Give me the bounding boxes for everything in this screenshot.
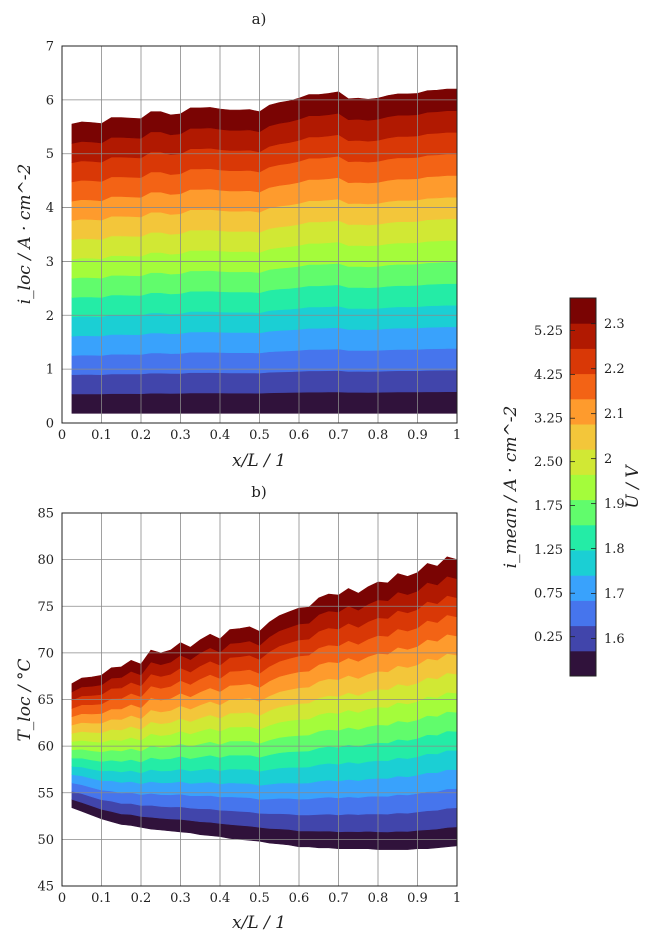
panel-a-band <box>71 391 458 414</box>
panel-a-x-tick-label: 0 <box>58 428 66 443</box>
colorbar-segment <box>570 424 596 450</box>
panel-b-y-ticks: 45 50 55 60 65 70 75 80 85 <box>37 507 54 895</box>
panel-b-contour-fill <box>71 556 458 850</box>
colorbar-left-tick-label: 4.25 <box>534 368 563 383</box>
panel-b-y-tick-label: 60 <box>37 740 54 755</box>
colorbar-right-tick-label: 1.7 <box>604 587 625 602</box>
colorbar-segment <box>570 524 596 551</box>
panel-b-x-tick-label: 0.8 <box>368 891 389 906</box>
colorbar-right-tick-label: 1.6 <box>604 632 625 647</box>
colorbar-segment <box>570 550 596 576</box>
panel-b: b) 0 0.1 0.2 0.3 0.4 0.5 0.6 0.7 0.8 0.9 1 45 50 55 6… <box>15 483 461 933</box>
panel-b-y-tick-label: 85 <box>37 507 54 522</box>
panel-b-x-tick-label: 0.7 <box>328 891 349 906</box>
colorbar-segment <box>570 600 596 627</box>
panel-a-y-label: i_loc / A · cm^-2 <box>15 164 35 305</box>
panel-b-y-label: T_loc / °C <box>15 658 35 741</box>
colorbar-left-tick-label: 0.25 <box>534 630 563 645</box>
panel-a-x-tick-label: 0.6 <box>289 428 310 443</box>
colorbar-right-label: U / V <box>623 464 643 509</box>
colorbar-left-label: i_mean / A · cm^-2 <box>501 406 521 569</box>
panel-a-x-ticks: 0 0.1 0.2 0.3 0.4 0.5 0.6 0.7 0.8 0.9 1 <box>58 428 461 443</box>
panel-a-frame <box>61 45 458 424</box>
colorbar-right-tick-label: 1.9 <box>604 497 625 512</box>
colorbar-right-tick-label: 1.8 <box>604 542 625 557</box>
panel-b-x-tick-label: 1 <box>453 891 461 906</box>
panel-a-x-tick-label: 0.8 <box>368 428 389 443</box>
panel-b-x-tick-label: 0.3 <box>170 891 191 906</box>
panel-a-x-tick-label: 0.2 <box>131 428 152 443</box>
panel-b-y-tick-label: 50 <box>37 833 54 848</box>
colorbar-segment <box>570 348 596 375</box>
colorbar-right-tick-label: 2 <box>604 452 612 467</box>
colorbar-left-tick-label: 5.25 <box>534 324 563 339</box>
colorbar-segment <box>570 575 596 601</box>
panel-a-x-label: x/L / 1 <box>232 451 286 471</box>
panel-a-x-tick-label: 0.1 <box>91 428 112 443</box>
colorbar-frame <box>569 297 597 677</box>
panel-a-x-tick-label: 0.4 <box>210 428 231 443</box>
panel-a-y-tick-label: 3 <box>46 255 54 270</box>
colorbar-right-tick-label: 2.2 <box>604 362 625 377</box>
colorbar-left-tick-label: 2.50 <box>534 455 563 470</box>
colorbar-right-ticks: 1.6 1.7 1.8 1.9 2 2.1 2.2 2.3 <box>591 317 625 647</box>
colorbar-right-tick-label: 2.3 <box>604 317 625 332</box>
colorbar-segment <box>570 474 596 501</box>
panel-b-x-ticks: 0 0.1 0.2 0.3 0.4 0.5 0.6 0.7 0.8 0.9 1 <box>58 891 461 906</box>
colorbar-left-tick-label: 1.25 <box>534 543 563 558</box>
panel-a-y-tick-label: 6 <box>46 93 54 108</box>
panel-a-contour-fill <box>71 88 458 414</box>
colorbar-fill <box>570 298 596 677</box>
panel-b-y-tick-label: 55 <box>37 786 54 801</box>
panel-a-title: a) <box>252 10 267 28</box>
panel-b-x-tick-label: 0.6 <box>289 891 310 906</box>
colorbar-segment <box>570 650 596 677</box>
panel-b-x-tick-label: 0.2 <box>131 891 152 906</box>
colorbar-left-tick-label: 1.75 <box>534 499 563 514</box>
colorbar-right-tick-label: 2.1 <box>604 407 625 422</box>
panel-b-title: b) <box>251 483 266 501</box>
panel-a-x-tick-label: 0.5 <box>249 428 270 443</box>
panel-a-x-tick-label: 1 <box>453 428 461 443</box>
panel-b-x-tick-label: 0.5 <box>249 891 270 906</box>
colorbar-left-ticks: 0.25 0.75 1.25 1.75 2.50 3.25 4.25 5.25 <box>534 324 575 645</box>
panel-a-y-ticks: 0 1 2 3 4 5 6 7 <box>46 40 54 432</box>
panel-a-y-tick-label: 5 <box>46 147 54 162</box>
panel-a-y-tick-label: 2 <box>46 309 54 324</box>
panel-b-x-tick-label: 0 <box>58 891 66 906</box>
panel-a-y-tick-label: 7 <box>46 40 54 55</box>
panel-b-x-tick-label: 0.9 <box>407 891 428 906</box>
colorbar-segment <box>570 298 596 324</box>
panel-b-x-label: x/L / 1 <box>232 913 286 933</box>
panel-a-y-tick-label: 0 <box>46 417 54 432</box>
panel-a-y-tick-label: 1 <box>46 363 54 378</box>
panel-b-y-tick-label: 45 <box>37 880 54 895</box>
panel-b-y-tick-label: 80 <box>37 553 54 568</box>
colorbar-left-tick-label: 0.75 <box>534 587 563 602</box>
panel-b-y-tick-label: 65 <box>37 693 54 708</box>
panel-a-y-tick-label: 4 <box>46 201 54 216</box>
colorbar: 0.250.751.251.752.503.254.255.25 1.61.71… <box>501 297 643 677</box>
panel-a-x-tick-label: 0.7 <box>328 428 349 443</box>
panel-a: a) 0 0.1 0.2 0.3 0.4 0.5 0.6 0.7 0.8 0.9 1 0 1 2 3 4 5 6… <box>15 10 461 471</box>
panel-b-y-tick-label: 70 <box>37 646 54 661</box>
panel-b-x-tick-label: 0.1 <box>91 891 112 906</box>
panel-a-x-tick-label: 0.3 <box>170 428 191 443</box>
colorbar-segment <box>570 323 596 349</box>
panel-b-y-tick-label: 75 <box>37 600 54 615</box>
colorbar-left-tick-label: 3.25 <box>534 412 563 427</box>
colorbar-segment <box>570 373 596 400</box>
panel-b-x-tick-label: 0.4 <box>210 891 231 906</box>
panel-a-x-tick-label: 0.9 <box>407 428 428 443</box>
panel-b-frame <box>61 512 458 887</box>
colorbar-segment <box>570 398 596 425</box>
